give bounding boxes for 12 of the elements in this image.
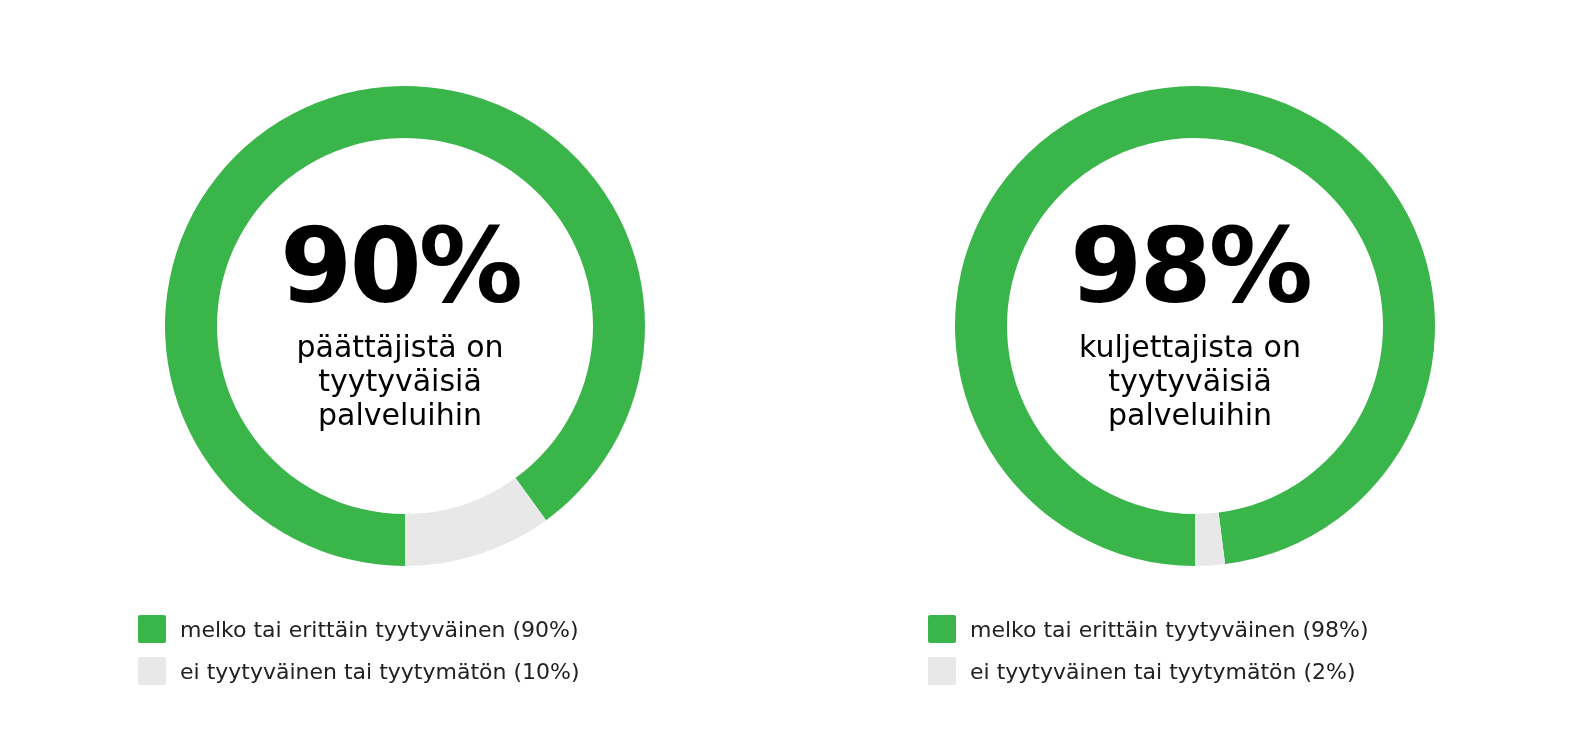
legend-label: ei tyytyväinen tai tyytymätön (10%) <box>180 658 580 684</box>
legend-label: melko tai erittäin tyytyväinen (98%) <box>970 616 1369 642</box>
legend-label: ei tyytyväinen tai tyytymätön (2%) <box>970 658 1356 684</box>
donut-slice <box>955 86 1435 566</box>
donut-slice <box>405 478 547 566</box>
donut-slice <box>1195 512 1226 566</box>
data-label: 90% <box>279 205 521 327</box>
text: kuljettajista on tyytyväisiä palveluihin <box>1078 329 1302 432</box>
donut-slice <box>165 86 645 566</box>
legend-label: melko tai erittäin tyytyväinen (90%) <box>180 616 579 642</box>
text: päättäjistä on tyytyväisiä palveluihin <box>295 329 505 432</box>
data-label: 98% <box>1069 205 1311 327</box>
